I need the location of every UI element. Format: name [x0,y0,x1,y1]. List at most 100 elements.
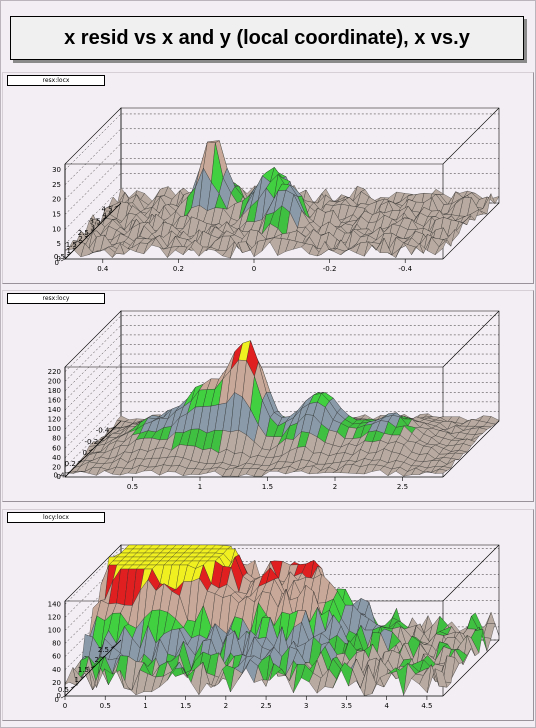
z-tick-label: 0 [57,255,61,263]
surface-cell [434,239,448,255]
z-tick-label: 25 [52,181,61,189]
z-tick-label: 20 [52,463,61,471]
y-tick-label: 2.5 [98,646,109,654]
z-grid-line [64,325,499,382]
z-grid-line [64,344,499,401]
z-tick-label: 120 [48,416,61,424]
y-tick [78,240,84,244]
x-tick-label: 3.5 [341,702,352,710]
pad-locy-locx[interactable]: 0 20 40 60 80 100 120 140 0 0.5 1 1.5 2 2.5 3 3.5 4 4.5 0 0… [2,509,534,721]
pad-label: locy:locx [7,512,105,523]
x-tick-label: 2 [224,702,228,710]
z-tick-label: 60 [52,444,61,452]
z-tick-label: 120 [48,613,61,621]
top-edge [442,544,500,602]
y-tick [110,645,116,649]
x-tick-label: 1.5 [262,483,273,491]
y-tick [84,234,89,238]
y-tick [66,471,71,474]
x-tick-label: 0.2 [173,265,184,273]
y-tick-label: 0 [55,259,59,267]
y-tick-label: 1 [75,676,79,684]
y-tick-label: 0 [83,449,87,457]
y-tick-label: 4 [102,211,107,219]
y-tick [66,252,72,256]
pad-label: resx:locy [7,293,105,304]
surface-mesh [64,340,500,477]
z-tick-label: 15 [52,210,61,218]
y-axis-line [64,202,122,260]
z-grid-line [64,334,499,392]
z-tick-label: 60 [52,653,61,661]
x-tick-label: 0.4 [97,265,109,273]
z-tick-label: 0 [57,473,61,481]
y-tick [72,246,78,250]
x-tick-label: 1.5 [180,702,191,710]
y-tick [60,258,66,262]
y-tick-label: 3 [90,223,94,231]
floor-edge [442,639,500,697]
z-tick-label: 200 [48,377,61,385]
y-tick [70,685,76,689]
z-tick-label: 80 [52,640,61,648]
x-tick-label: 2.5 [260,702,271,710]
y-tick [90,228,95,232]
z-tick-label: 160 [48,396,61,404]
x-tick-label: 4 [384,702,389,710]
pad-resx-locy[interactable]: 0 20 40 60 80 100 120 140 160 180 200 220 0.5 1 1.5 2 2.… [2,290,534,502]
y-tick-label: 4.5 [101,205,112,213]
x-tick-label: 1 [143,702,147,710]
y-tick-label: 0.4 [53,471,65,479]
surface-cell [434,468,448,474]
y-tick-label: 0.5 [58,686,69,694]
y-tick [80,675,86,679]
y-tick-label: 0.5 [54,253,65,261]
y-tick [77,459,82,463]
x-tick-label: 0.5 [100,702,111,710]
y-tick [102,217,107,220]
back-wall [120,107,500,204]
z-tick-label: 40 [52,454,61,462]
z-tick-label: 140 [48,406,61,414]
y-tick-label: 2.5 [78,229,89,237]
y-tick [100,655,106,659]
z-tick-label: 0 [57,692,61,700]
y-tick [88,448,94,452]
z-grid-line [64,353,499,411]
z-tick-label: 100 [48,626,61,634]
y-tick-label: 1.5 [66,241,77,249]
z-tick-label: 220 [48,368,61,376]
top-edge [442,107,500,165]
y-tick-label: 0.2 [65,460,76,468]
z-tick-label: 140 [48,600,61,608]
x-tick-label: 1 [198,483,202,491]
z-grid-line [64,113,499,171]
z-grid-line [64,363,499,420]
surface-mesh [64,140,500,259]
y-tick [111,426,116,429]
x-tick-label: 0 [63,702,67,710]
y-tick-label: 1.5 [78,666,89,674]
z-tick-label: 100 [48,425,61,433]
z-tick-label: 20 [52,196,61,204]
y-tick-label: 2 [78,235,82,243]
y-tick [108,211,113,214]
pad-resx-locx[interactable]: 0 5 10 15 20 25 30 0.4 0.2 0 -0.2 -0.4 0 0.5 1 1.5 2 2.5 3… [2,72,534,284]
y-tick-label: 0 [55,696,59,704]
floor-edge [442,420,500,478]
y-tick [114,205,119,208]
floor-edge [442,202,500,260]
x-tick-label: 3 [304,702,308,710]
surface-cell [431,189,445,195]
surface-cell [434,668,448,688]
y-tick [96,222,101,226]
z-tick-label: 40 [52,666,61,674]
y-tick-label: 2 [95,656,99,664]
x-tick-label: 0 [252,265,256,273]
x-tick-label: 0.5 [127,483,138,491]
z-tick-label: 180 [48,387,61,395]
y-tick-label: -0.2 [85,438,99,446]
